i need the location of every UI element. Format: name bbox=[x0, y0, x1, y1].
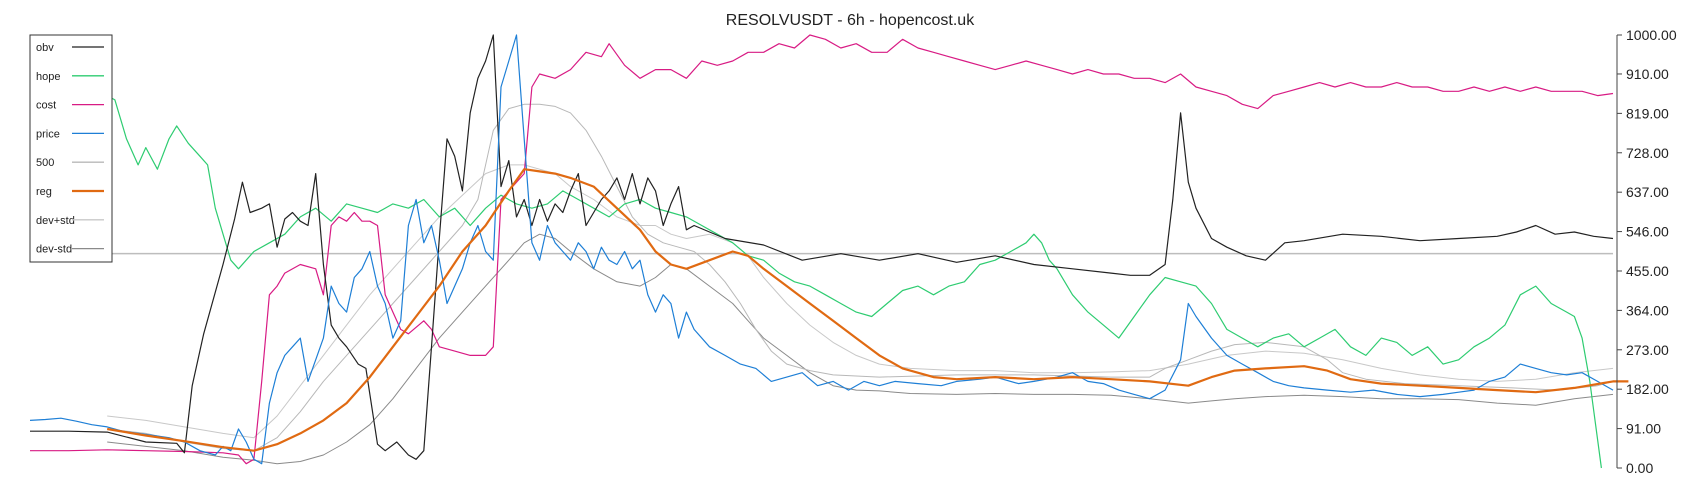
legend-label-price: price bbox=[36, 128, 60, 140]
series-line-price bbox=[29, 34, 1614, 465]
y-tick-label: 910.00 bbox=[1626, 66, 1669, 82]
legend: obv hope cost price 500 reg dev+std dev-std bbox=[29, 34, 113, 263]
y-tick-label: 1000.00 bbox=[1626, 27, 1677, 43]
y-tick-label: 273.00 bbox=[1626, 342, 1669, 358]
y-tick-label: 819.00 bbox=[1626, 105, 1669, 121]
legend-label-cost: cost bbox=[36, 100, 56, 112]
series-layer bbox=[29, 34, 1629, 469]
y-axis-right: 0.00 91.00 182.00 273.00 364.00 455.00 546.00 6… bbox=[1616, 27, 1677, 476]
y-tick-label: 455.00 bbox=[1626, 263, 1669, 279]
chart-title: RESOLVUSDT - 6h - hopencost.uk bbox=[726, 12, 975, 29]
y-tick-label: 546.00 bbox=[1626, 224, 1669, 240]
y-tick-label: 0.00 bbox=[1626, 460, 1653, 476]
series-line-dev-std bbox=[107, 164, 1614, 439]
series-line-dev-std bbox=[107, 233, 1614, 465]
legend-label-dev-std: dev-std bbox=[36, 244, 72, 256]
legend-label-obv: obv bbox=[36, 42, 54, 54]
y-tick-label: 637.00 bbox=[1626, 184, 1669, 200]
legend-label-dev-std: dev+std bbox=[36, 215, 75, 227]
series-line-hope bbox=[106, 95, 1602, 469]
series-line-cost bbox=[30, 34, 1614, 465]
series-line-500 bbox=[107, 103, 1614, 452]
y-tick-label: 728.00 bbox=[1626, 145, 1669, 161]
series-line-obv bbox=[30, 34, 1614, 460]
y-tick-label: 364.00 bbox=[1626, 302, 1669, 318]
y-tick-label: 182.00 bbox=[1626, 381, 1669, 397]
legend-label-500: 500 bbox=[36, 157, 54, 169]
legend-label-reg: reg bbox=[36, 186, 52, 198]
series-line-reg bbox=[107, 168, 1629, 452]
legend-box bbox=[29, 34, 113, 263]
legend-label-hope: hope bbox=[36, 71, 60, 83]
y-tick-label: 91.00 bbox=[1626, 421, 1661, 437]
